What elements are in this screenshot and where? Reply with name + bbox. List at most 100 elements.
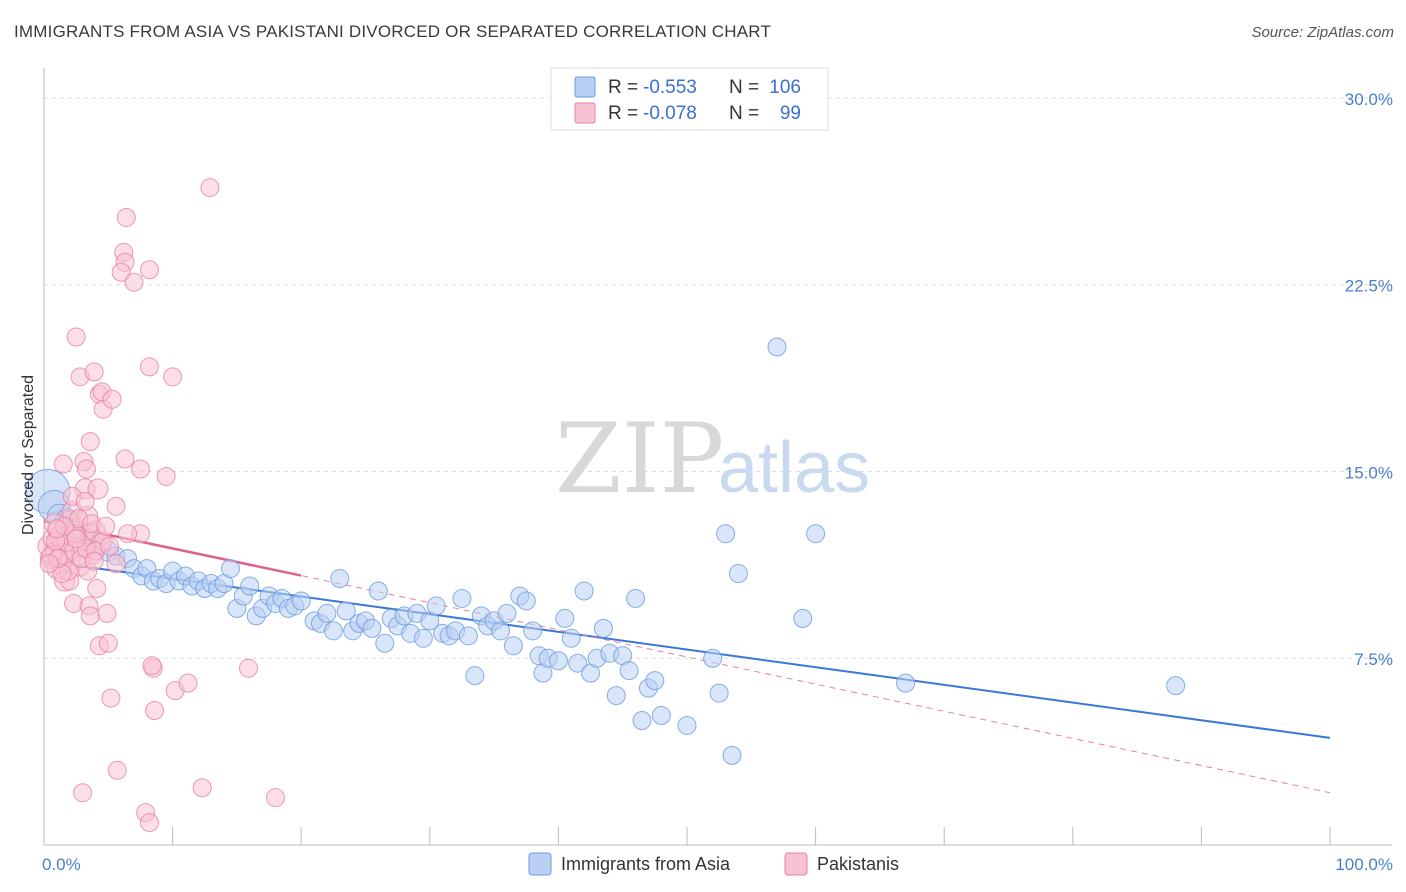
pakistani-point-93 bbox=[106, 554, 126, 574]
asia-point-78 bbox=[561, 628, 581, 648]
legend-r-label-asia: R = bbox=[608, 77, 638, 98]
asia-point-83 bbox=[593, 618, 613, 638]
pakistani-point-64 bbox=[98, 633, 118, 653]
pakistani-point-40 bbox=[102, 389, 122, 409]
y-tick-label-3: 30.0% bbox=[1345, 90, 1393, 109]
asia-point-67 bbox=[491, 621, 511, 641]
pakistani-point-52 bbox=[156, 466, 176, 486]
pakistani-point-42 bbox=[115, 449, 135, 469]
asia-point-40 bbox=[317, 603, 337, 623]
legend-r-value-asia: -0.553 bbox=[643, 77, 697, 98]
asia-point-77 bbox=[555, 608, 575, 628]
asia-point-98 bbox=[728, 564, 748, 584]
asia-point-101 bbox=[806, 524, 826, 544]
pakistani-point-49 bbox=[139, 357, 159, 377]
legend-swatch-pakistanis bbox=[574, 102, 596, 124]
legend-swatch-asia bbox=[574, 76, 596, 98]
asia-point-89 bbox=[632, 710, 652, 730]
pakistani-point-72 bbox=[107, 760, 127, 780]
chart-source: Source: ZipAtlas.com bbox=[1251, 24, 1394, 41]
x-tick-label-1: 100.0% bbox=[1335, 855, 1393, 874]
pakistani-point-92 bbox=[100, 536, 120, 556]
pakistani-point-43 bbox=[116, 207, 136, 227]
pakistani-point-98 bbox=[96, 516, 116, 536]
legend-r-label-pakistanis: R = bbox=[608, 103, 638, 124]
asia-point-71 bbox=[516, 591, 536, 611]
correlation-legend: R = -0.553 N = 106 R = -0.078 N = 99 bbox=[550, 67, 829, 131]
asia-point-88 bbox=[626, 588, 646, 608]
axes bbox=[43, 68, 1392, 846]
asia-point-102 bbox=[896, 673, 916, 693]
asia-point-97 bbox=[722, 745, 742, 765]
legend-n-value-asia: 106 bbox=[769, 77, 801, 98]
asia-point-96 bbox=[716, 524, 736, 544]
pakistani-point-77 bbox=[139, 813, 159, 833]
pakistani-point-66 bbox=[142, 656, 162, 676]
watermark-atlas: atlas bbox=[718, 428, 870, 508]
asia-point-61 bbox=[452, 588, 472, 608]
asia-point-48 bbox=[368, 581, 388, 601]
pakistani-point-31 bbox=[66, 327, 86, 347]
series-legend: Immigrants from Asia Pakistanis bbox=[528, 852, 899, 876]
series-legend-swatch-asia bbox=[528, 852, 552, 876]
asia-point-95 bbox=[709, 683, 729, 703]
x-tick-label-0: 0.0% bbox=[42, 855, 81, 874]
y-tick-label-1: 15.0% bbox=[1345, 463, 1393, 482]
pakistani-point-70 bbox=[101, 688, 121, 708]
grid-lines bbox=[44, 97, 1392, 659]
asia-point-92 bbox=[651, 706, 671, 726]
asia-point-93 bbox=[677, 715, 697, 735]
asia-point-103 bbox=[1166, 676, 1186, 696]
pakistani-point-69 bbox=[238, 658, 258, 678]
asia-point-85 bbox=[606, 686, 626, 706]
pakistani-point-61 bbox=[80, 606, 100, 626]
asia-point-63 bbox=[465, 666, 485, 686]
asia-point-80 bbox=[574, 581, 594, 601]
pakistani-point-62 bbox=[97, 603, 117, 623]
pakistani-point-68 bbox=[178, 673, 198, 693]
pakistani-point-54 bbox=[118, 524, 138, 544]
y-axis-label: Divorced or Separated bbox=[20, 375, 37, 535]
pakistani-point-73 bbox=[73, 783, 93, 803]
asia-point-62 bbox=[458, 626, 478, 646]
asia-trend-line bbox=[43, 560, 1331, 739]
asia-point-87 bbox=[619, 661, 639, 681]
pakistani-point-47 bbox=[124, 272, 144, 292]
legend-n-label-pakistanis: N = bbox=[729, 103, 759, 124]
pakistani-point-41 bbox=[106, 496, 126, 516]
pakistani-point-74 bbox=[192, 778, 212, 798]
y-tick-labels: 7.5% 15.0% 22.5% 30.0% bbox=[1345, 90, 1393, 669]
asia-point-49 bbox=[375, 633, 395, 653]
asia-point-42 bbox=[330, 569, 350, 589]
asia-point-37 bbox=[291, 591, 311, 611]
asia-point-94 bbox=[703, 648, 723, 668]
asia-point-91 bbox=[645, 671, 665, 691]
asia-point-79 bbox=[568, 653, 588, 673]
asia-point-69 bbox=[503, 636, 523, 656]
asia-point-41 bbox=[323, 621, 343, 641]
pakistani-point-28 bbox=[87, 478, 109, 500]
pakistani-point-55 bbox=[200, 178, 220, 198]
legend-r-value-pakistanis: -0.078 bbox=[643, 103, 697, 124]
x-tick-labels: 0.0% 100.0% bbox=[42, 855, 1393, 874]
series-legend-label-asia: Immigrants from Asia bbox=[561, 854, 731, 874]
series-legend-label-pakistanis: Pakistanis bbox=[817, 854, 899, 874]
pakistani-point-46 bbox=[111, 262, 131, 282]
asia-point-55 bbox=[413, 628, 433, 648]
asia-point-76 bbox=[548, 651, 568, 671]
pakistani-point-48 bbox=[139, 260, 159, 280]
asia-point-47 bbox=[362, 618, 382, 638]
data-points bbox=[25, 178, 1186, 833]
asia-point-26 bbox=[220, 559, 240, 579]
pakistani-point-50 bbox=[163, 367, 183, 387]
pakistani-point-75 bbox=[265, 788, 285, 808]
series-legend-swatch-pakistanis bbox=[784, 852, 808, 876]
asia-point-72 bbox=[523, 621, 543, 641]
pakistani-point-34 bbox=[76, 459, 96, 479]
pakistani-point-51 bbox=[130, 459, 150, 479]
pakistani-point-59 bbox=[87, 579, 107, 599]
y-tick-label-0: 7.5% bbox=[1354, 650, 1393, 669]
y-tick-label-2: 22.5% bbox=[1345, 277, 1393, 296]
asia-point-43 bbox=[336, 601, 356, 621]
